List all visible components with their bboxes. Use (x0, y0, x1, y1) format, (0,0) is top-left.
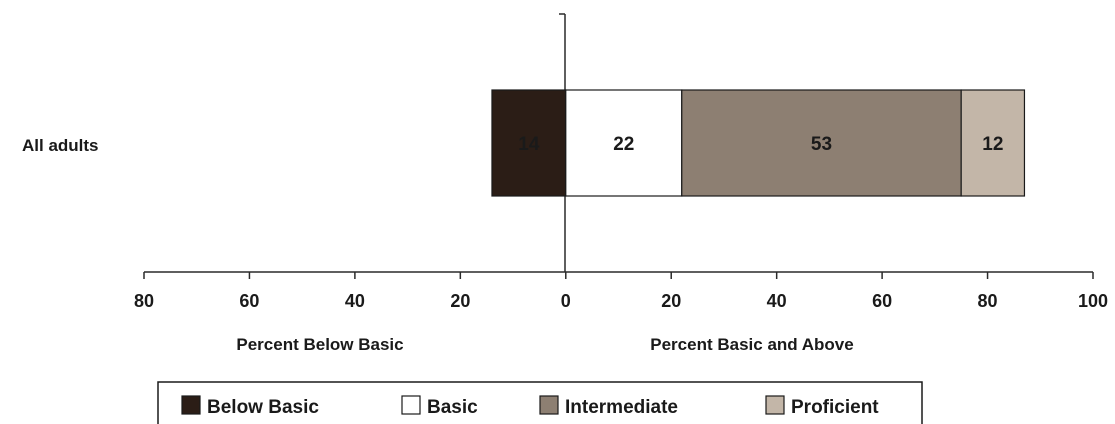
x-tick-label: 0 (561, 291, 571, 311)
x-tick-label: 40 (345, 291, 365, 311)
bar-value-label-proficient: 12 (982, 134, 1003, 155)
bar-group: 14 22 53 12 (491, 89, 1026, 197)
x-axis-label-right: Percent Basic and Above (650, 335, 853, 354)
bar-segment-basic (565, 89, 683, 197)
bar-segment-below-basic (491, 89, 567, 197)
legend-label-basic: Basic (427, 397, 478, 418)
x-tick-label: 40 (767, 291, 787, 311)
bar-segment-proficient (960, 89, 1026, 197)
legend-swatch-proficient (765, 395, 785, 415)
category-label: All adults (22, 136, 99, 155)
legend-box (157, 381, 923, 424)
bar-value-label-below-basic: 14 (518, 134, 540, 155)
legend-swatch-intermediate (539, 395, 559, 415)
x-tick-label: 20 (661, 291, 681, 311)
legend-label-below-basic: Below Basic (207, 397, 319, 418)
legend: Below Basic Basic Intermediate Proficien… (157, 381, 923, 424)
x-tick-label: 100 (1078, 291, 1108, 311)
legend-label-intermediate: Intermediate (565, 397, 678, 418)
bar-segment-intermediate (681, 89, 962, 197)
x-tick-label: 60 (239, 291, 259, 311)
bar-value-label-basic: 22 (613, 134, 634, 155)
legend-swatch-basic (401, 395, 421, 415)
legend-swatch-below-basic (181, 395, 201, 415)
legend-label-proficient: Proficient (791, 397, 879, 418)
bar-value-label-intermediate: 53 (811, 134, 832, 155)
x-axis-label-left: Percent Below Basic (236, 335, 403, 354)
x-axis-ticks: 80 60 40 20 0 20 40 60 80 100 (134, 272, 1108, 311)
x-tick-label: 80 (978, 291, 998, 311)
x-tick-label: 20 (450, 291, 470, 311)
x-tick-label: 60 (872, 291, 892, 311)
x-tick-label: 80 (134, 291, 154, 311)
